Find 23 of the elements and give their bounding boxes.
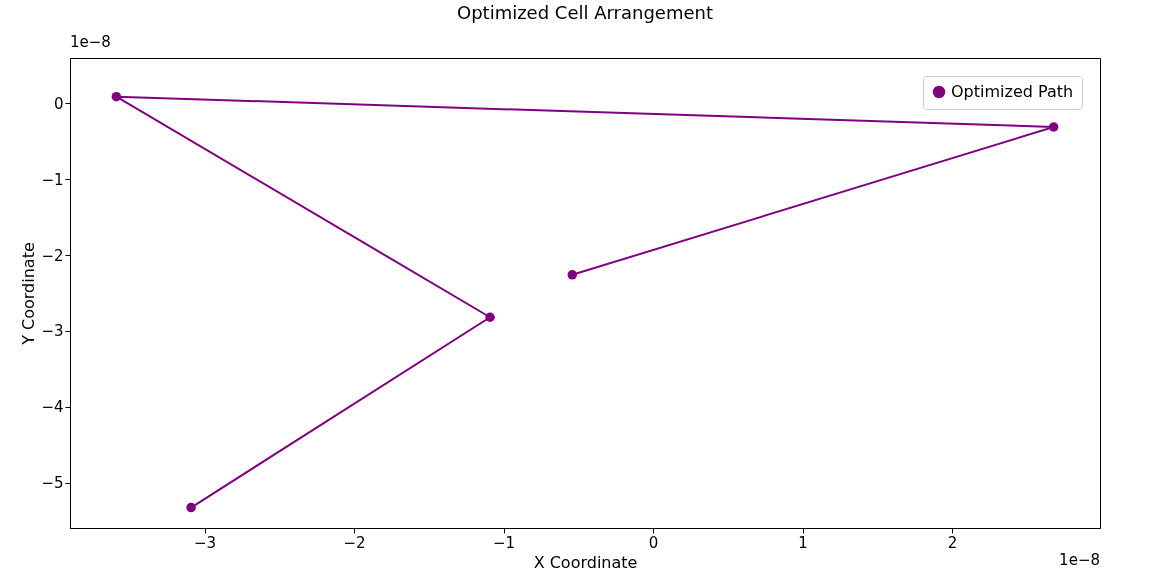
- point: [111, 91, 122, 102]
- x-tick-label: 2: [947, 533, 958, 552]
- chart-title: Optimized Cell Arrangement: [456, 2, 714, 23]
- point: [567, 270, 578, 280]
- point: [485, 312, 495, 322]
- point: [1048, 122, 1059, 132]
- y-tick-label: 0: [53, 94, 64, 113]
- x-tick-label: −1: [492, 533, 516, 552]
- y-tick-label: −1: [41, 170, 64, 189]
- x-tick-label: 0: [648, 533, 659, 552]
- y-tick-label: −3: [41, 322, 64, 341]
- y-tick-label: −4: [41, 398, 64, 417]
- y-axis-title: Y Coordinate: [19, 242, 39, 346]
- x-axis-title: X Coordinate: [533, 552, 638, 569]
- text: 1e−8: [1059, 551, 1100, 569]
- y-tick-label: −5: [41, 474, 64, 493]
- x-tick-label: −2: [343, 533, 366, 552]
- legend-label: Optimized Path: [951, 82, 1074, 101]
- x-tick-label: 1: [798, 533, 808, 552]
- y-tick-label: −2: [41, 246, 64, 265]
- point: [186, 502, 196, 513]
- x-tick-label: −3: [193, 533, 217, 552]
- text: 1e−8: [70, 33, 111, 51]
